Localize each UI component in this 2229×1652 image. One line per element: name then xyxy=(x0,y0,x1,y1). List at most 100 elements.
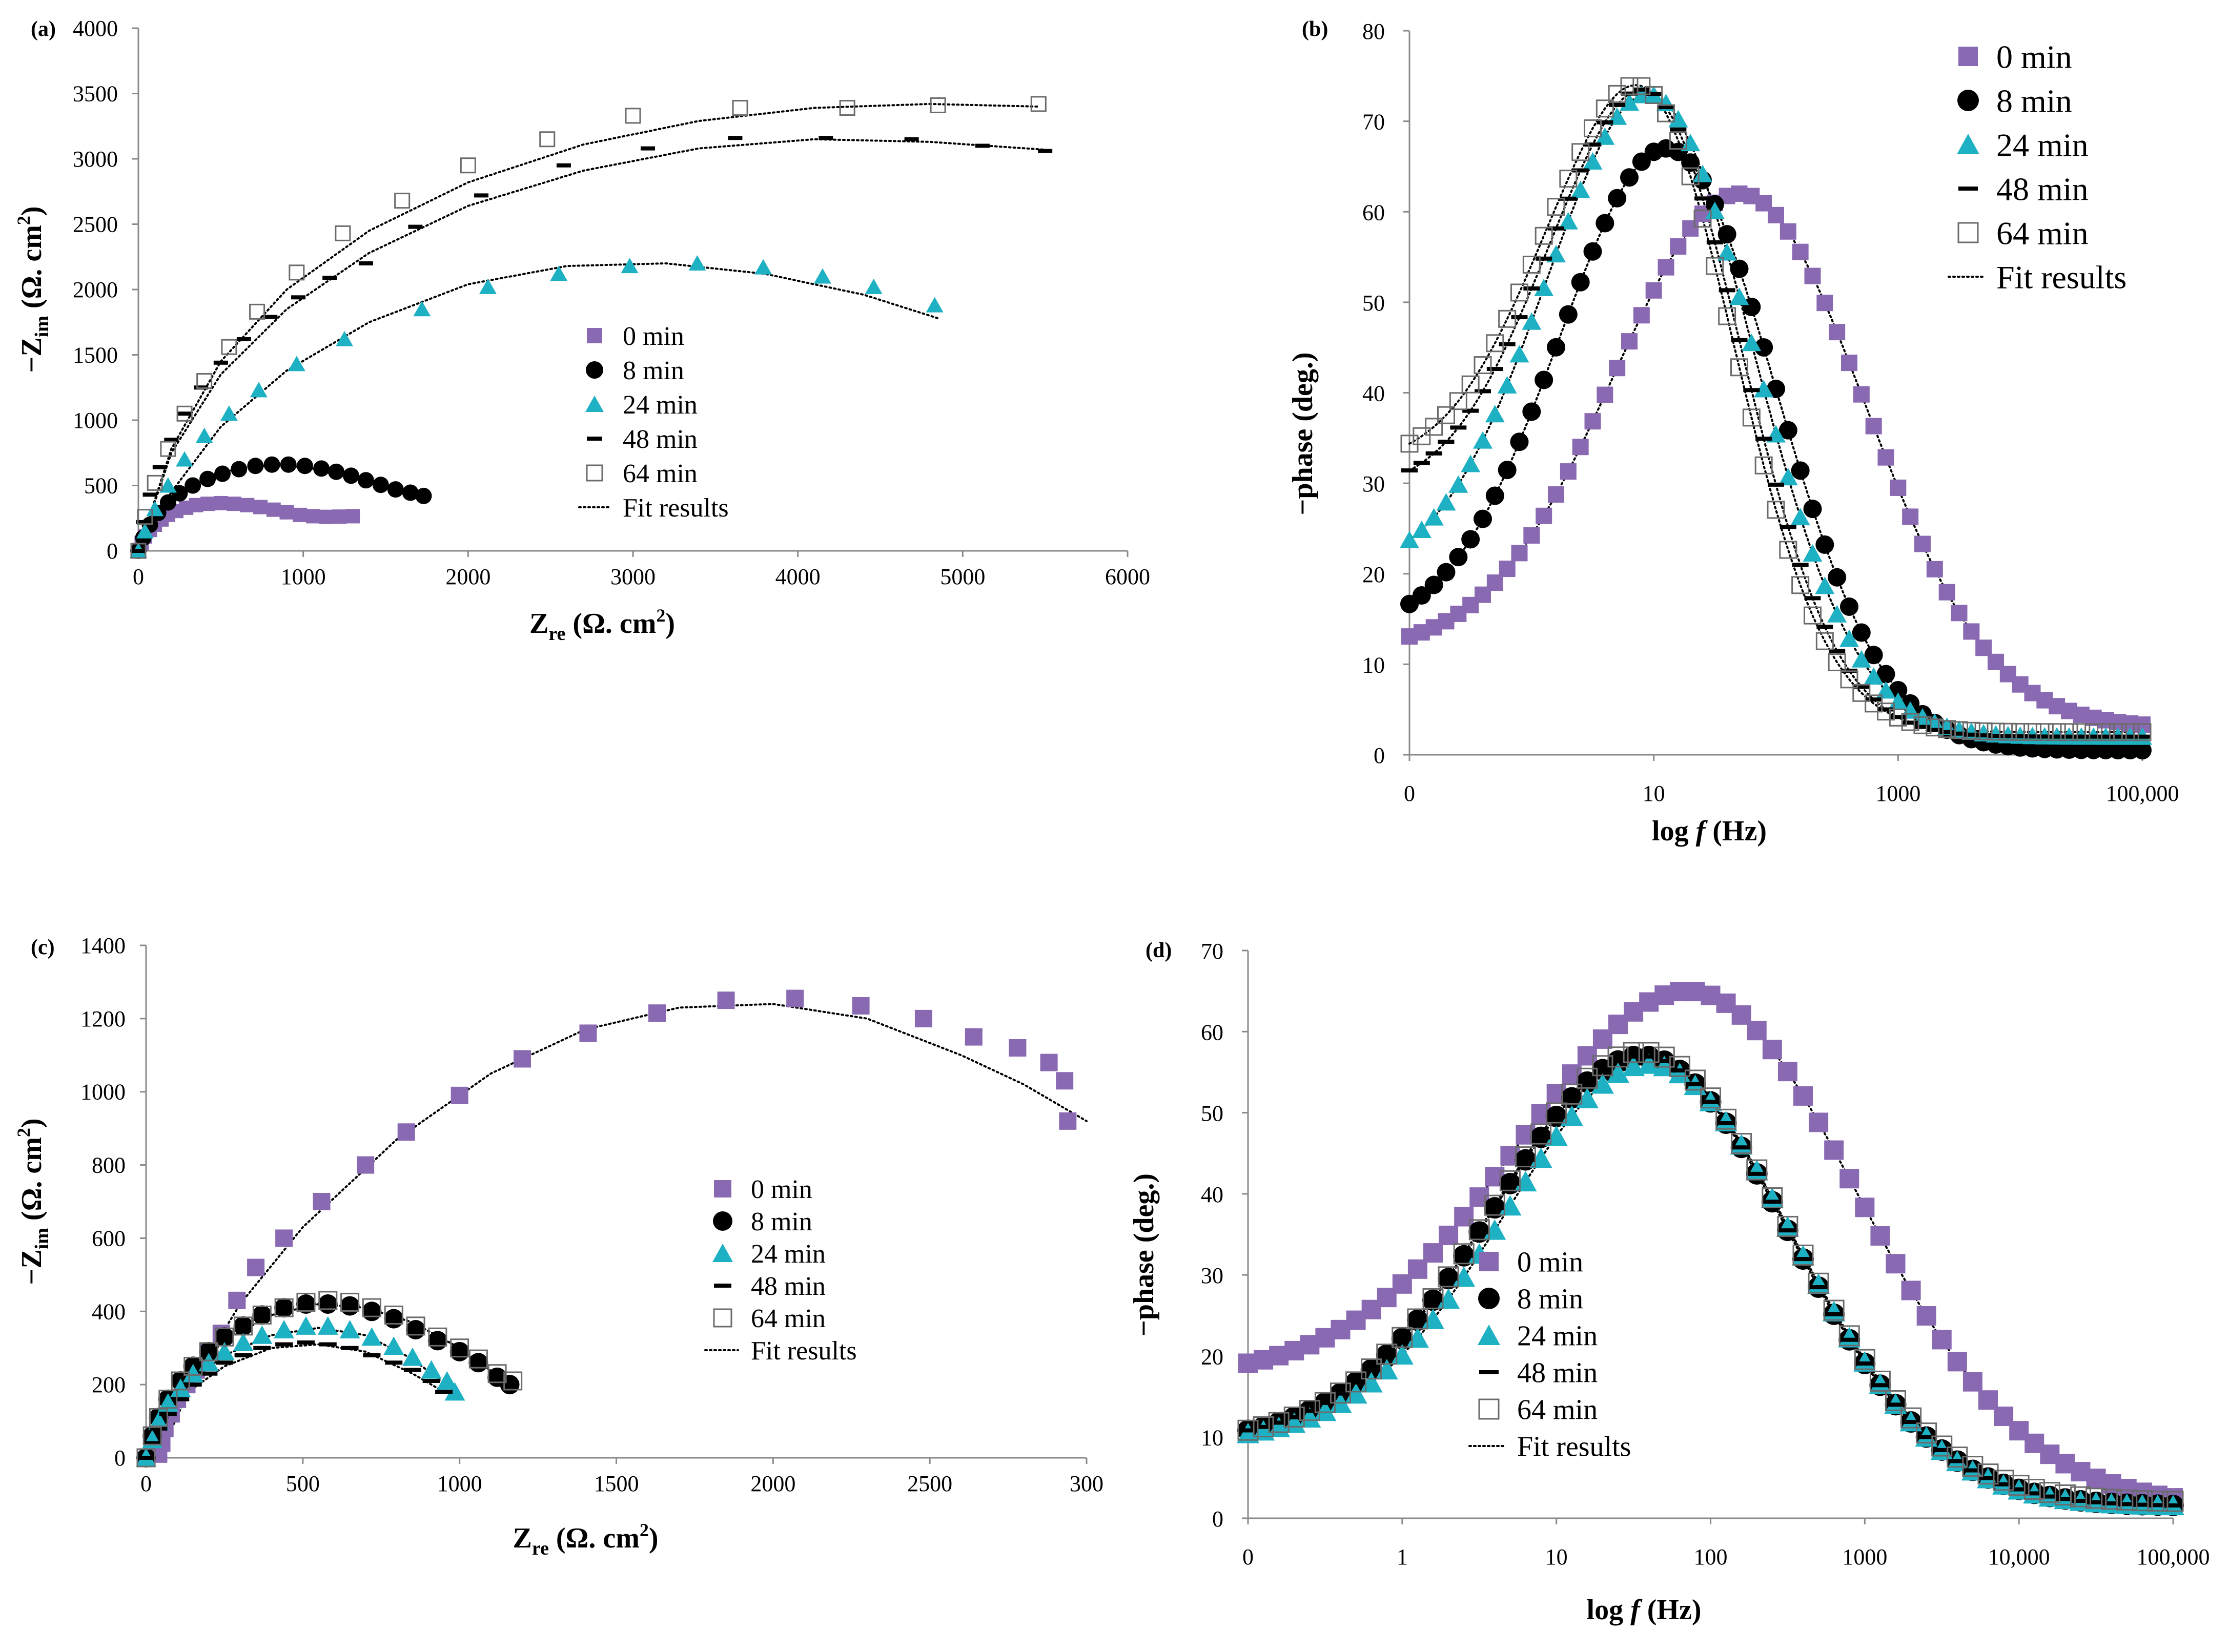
data-point-64-min xyxy=(2109,723,2127,741)
legend-marker-24-min xyxy=(712,1244,733,1262)
data-point-8-min xyxy=(1815,535,1834,554)
data-point-48-min xyxy=(556,163,571,168)
data-point-64-min xyxy=(1746,1159,1768,1181)
data-point-8-min xyxy=(1778,421,1797,440)
y-tick-label: 3000 xyxy=(73,147,118,172)
panel-a-impedance-nyquist: (a) 0 1000 2000 3000 4000 5000 6000 0 500 1000 1500… xyxy=(13,16,1150,645)
data-point-64-min xyxy=(215,1327,234,1347)
y-tick-label: 1200 xyxy=(80,1006,126,1031)
data-point-48-min xyxy=(1499,342,1516,346)
data-point-48-min xyxy=(1731,338,1748,342)
data-point-48-min xyxy=(2085,734,2102,739)
data-point-64-min xyxy=(1715,1108,1737,1130)
y-tick-label: 4000 xyxy=(73,16,118,41)
data-point-48-min xyxy=(385,1360,403,1365)
data-point-24-min xyxy=(214,1341,235,1360)
data-point-48-min xyxy=(1793,1257,1813,1262)
panel-label: (d) xyxy=(1146,939,1172,962)
y-tick-label: 500 xyxy=(84,473,118,499)
x-tick-label: 500 xyxy=(286,1471,320,1496)
data-point-48-min xyxy=(1682,158,1699,162)
data-point-0-min xyxy=(240,498,255,512)
data-point-0-min xyxy=(1059,1112,1077,1130)
data-point-0-min xyxy=(1975,639,1992,656)
data-point-8-min xyxy=(1522,402,1541,421)
data-point-48-min xyxy=(1902,720,1919,725)
data-point-48-min xyxy=(164,438,179,442)
data-point-64-min xyxy=(428,1327,447,1347)
data-point-48-min xyxy=(1824,1312,1844,1316)
data-point-24-min xyxy=(550,265,568,281)
data-point-64-min xyxy=(1889,708,1907,727)
x-tick-label: 1 xyxy=(1397,1544,1408,1570)
data-point-0-min xyxy=(1947,1352,1967,1372)
data-point-64-min xyxy=(2147,1490,2169,1512)
data-point-48-min xyxy=(1780,525,1796,529)
data-point-64-min xyxy=(1577,1067,1598,1089)
data-point-8-min xyxy=(252,1305,272,1325)
data-point-0-min xyxy=(266,502,281,517)
data-point-48-min xyxy=(1914,725,1931,729)
data-point-64-min xyxy=(384,1305,403,1325)
data-point-64-min xyxy=(1522,255,1541,274)
data-point-48-min xyxy=(184,1382,202,1387)
data-point-0-min xyxy=(1548,486,1564,503)
x-tick-label: 10 xyxy=(1545,1544,1568,1570)
data-point-64-min xyxy=(137,509,153,525)
data-point-48-min xyxy=(1870,1383,1890,1388)
legend-label: 24 min xyxy=(623,390,698,420)
data-point-0-min xyxy=(1454,1207,1474,1227)
data-point-0-min xyxy=(1777,1062,1797,1082)
data-point-64-min xyxy=(249,303,265,320)
data-point-0-min xyxy=(1829,324,1846,341)
data-point-48-min xyxy=(1624,1054,1644,1059)
data-point-8-min xyxy=(1852,623,1871,642)
data-point-24-min xyxy=(1400,530,1419,548)
data-point-64-min xyxy=(1468,1219,1490,1241)
data-point-8-min xyxy=(214,1327,234,1347)
data-point-48-min xyxy=(150,1426,168,1431)
x-axis-title: Zre (Ω. cm2) xyxy=(529,605,675,645)
data-point-0-min xyxy=(319,509,334,524)
data-point-64-min xyxy=(1561,1083,1583,1105)
data-point-8-min xyxy=(280,456,297,473)
data-point-64-min xyxy=(274,1298,294,1317)
data-point-8-min xyxy=(1485,486,1504,505)
data-point-48-min xyxy=(1886,1402,1906,1407)
data-point-24-min xyxy=(252,1325,273,1344)
data-point-48-min xyxy=(253,1346,271,1350)
data-point-48-min xyxy=(177,411,192,416)
data-point-64-min xyxy=(1461,375,1480,394)
data-point-48-min xyxy=(1901,1420,1921,1424)
x-tick-label: 2000 xyxy=(445,564,490,589)
data-point-64-min xyxy=(1571,143,1590,161)
data-point-48-min xyxy=(1469,1230,1489,1234)
data-point-0-min xyxy=(1809,1112,1829,1132)
data-point-8-min xyxy=(1876,665,1895,684)
data-point-24-min xyxy=(170,1378,191,1397)
x-tick-label: 4000 xyxy=(775,564,821,589)
x-tick-label: 300 xyxy=(1070,1471,1103,1496)
data-point-24-min xyxy=(1705,201,1725,219)
data-point-64-min xyxy=(142,1426,162,1446)
data-point-24-min xyxy=(1622,1056,1645,1077)
data-point-24-min xyxy=(250,382,268,398)
legend-label: 0 min xyxy=(623,322,684,351)
legend-label: 8 min xyxy=(623,356,684,385)
data-point-24-min xyxy=(402,1347,423,1366)
data-point-64-min xyxy=(1779,541,1797,559)
data-point-0-min xyxy=(1572,439,1589,456)
data-point-48-min xyxy=(1486,367,1503,371)
legend-marker-24-min xyxy=(585,396,604,412)
data-point-48-min xyxy=(137,1456,155,1460)
data-point-8-min xyxy=(1412,586,1431,605)
legend-marker-64-min xyxy=(1478,1398,1500,1420)
data-point-64-min xyxy=(1268,1412,1290,1433)
data-point-64-min xyxy=(1900,1407,1922,1429)
data-point-64-min xyxy=(2023,723,2041,741)
data-point-24-min xyxy=(339,1320,360,1338)
data-point-48-min xyxy=(1716,1121,1736,1126)
y-tick-label: 400 xyxy=(92,1299,126,1324)
data-point-24-min xyxy=(1473,431,1492,449)
data-point-64-min xyxy=(1449,392,1467,410)
